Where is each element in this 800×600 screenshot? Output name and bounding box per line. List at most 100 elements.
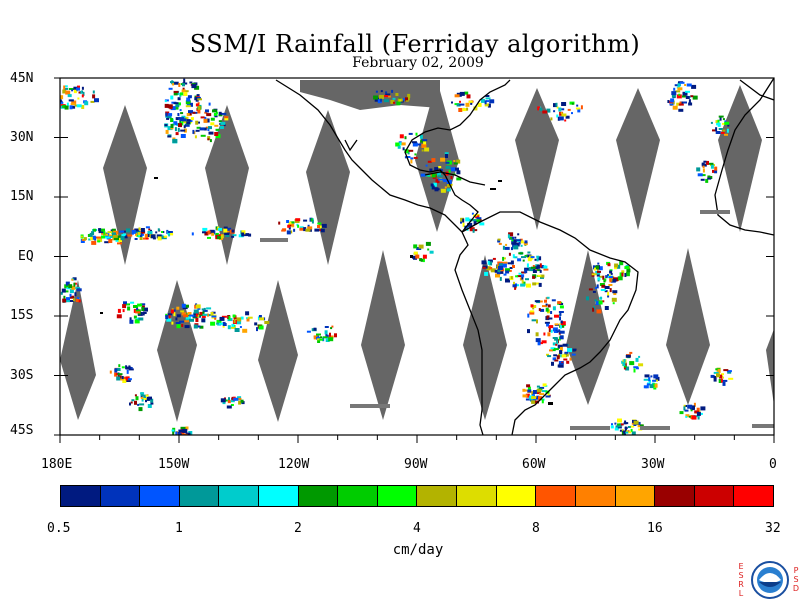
rain-pixel (608, 284, 613, 286)
ice-patch (640, 426, 670, 430)
rain-pixel (91, 240, 97, 245)
rain-pixel (497, 238, 501, 241)
rain-pixel (278, 221, 281, 225)
rain-pixel (164, 99, 169, 102)
rain-pixel (223, 228, 228, 233)
rain-pixel (592, 307, 595, 312)
rain-pixel (517, 258, 522, 262)
rain-pixel (219, 316, 225, 321)
rain-pixel (182, 87, 185, 90)
rain-pixel (494, 269, 499, 273)
swath-gap (666, 248, 710, 405)
logo-letter: D (792, 584, 800, 593)
rain-pixel (625, 272, 630, 277)
rain-pixel (64, 87, 69, 90)
rain-pixel (413, 156, 418, 159)
rain-pixel (495, 273, 500, 278)
rain-pixel (559, 305, 564, 309)
rain-pixel (477, 102, 482, 107)
rain-pixel (530, 304, 534, 308)
rain-pixel (520, 244, 523, 247)
colorbar-swatch (259, 486, 299, 506)
rain-pixel (535, 332, 539, 337)
rain-pixel (114, 372, 118, 377)
rain-pixel (630, 428, 633, 432)
rain-pixel (536, 319, 538, 324)
rain-pixel (90, 100, 95, 103)
rain-pixel (555, 343, 558, 346)
rain-pixel (413, 244, 418, 249)
rain-pixel (135, 310, 141, 314)
rain-pixel (512, 265, 515, 268)
rain-pixel (559, 330, 565, 334)
rain-pixel (650, 375, 653, 378)
rain-pixel (231, 323, 235, 327)
rain-pixel (207, 138, 210, 141)
rain-pixel (234, 328, 240, 332)
rain-pixel (437, 175, 443, 178)
rain-pixel (241, 230, 246, 235)
rain-pixel (684, 409, 689, 412)
rain-pixel (61, 288, 66, 293)
rain-pixel (136, 306, 139, 310)
rain-pixel (481, 260, 487, 265)
rain-pixel (54, 104, 59, 107)
rain-pixel (189, 81, 193, 84)
colorbar-swatch (298, 486, 339, 506)
rain-pixel (484, 271, 489, 276)
rain-pixel (77, 299, 81, 303)
rain-pixel (204, 116, 207, 120)
rain-pixel (617, 276, 623, 281)
rain-pixel (177, 113, 180, 116)
rain-pixel (171, 321, 174, 325)
colorbar-swatch (61, 486, 101, 506)
colorbar-swatch (377, 486, 418, 506)
rain-pixel (70, 295, 74, 299)
rain-pixel (559, 335, 564, 340)
swath-gap (616, 88, 660, 230)
rain-pixel (690, 95, 694, 98)
rain-pixel (116, 314, 122, 319)
rain-pixel (489, 261, 493, 266)
rain-pixel (195, 304, 201, 309)
rain-pixel (141, 305, 145, 308)
rain-pixel (143, 237, 148, 240)
rain-pixel (115, 373, 118, 375)
rain-pixel (380, 98, 382, 102)
rain-pixel (596, 274, 600, 277)
rain-pixel (173, 121, 178, 126)
rain-pixel (81, 94, 84, 98)
rain-pixel (507, 234, 510, 239)
rain-pixel (186, 113, 192, 116)
rain-pixel (183, 128, 187, 133)
rain-pixel (607, 274, 609, 278)
rain-pixel (225, 229, 230, 233)
rain-pixel (199, 311, 204, 315)
rain-pixel (140, 233, 142, 237)
rain-pixel (602, 275, 605, 280)
rain-pixel (238, 397, 242, 400)
rain-pixel (218, 114, 223, 117)
rain-pixel (467, 222, 473, 227)
colorbar-swatch (219, 486, 260, 506)
rain-pixel (186, 119, 191, 122)
rain-pixel (462, 108, 467, 112)
greenland-hint (739, 79, 774, 101)
logo-right-letters: P S D (792, 566, 800, 593)
rain-pixel (180, 129, 186, 132)
rain-pixel (191, 84, 197, 89)
rain-pixel (197, 314, 200, 318)
rain-pixel (531, 399, 536, 404)
rain-pixel (514, 236, 517, 239)
rain-pixel (189, 318, 194, 322)
rain-pixel (115, 239, 119, 242)
rain-pixel (430, 185, 433, 189)
ice-patch (700, 210, 730, 214)
rain-pixel (71, 278, 74, 281)
rain-pixel (549, 349, 553, 352)
rain-pixel (713, 376, 717, 379)
colorbar-tick-label: 2 (294, 521, 302, 536)
rain-pixel (402, 98, 405, 101)
rain-pixel (179, 109, 182, 112)
rain-pixel (420, 258, 425, 262)
